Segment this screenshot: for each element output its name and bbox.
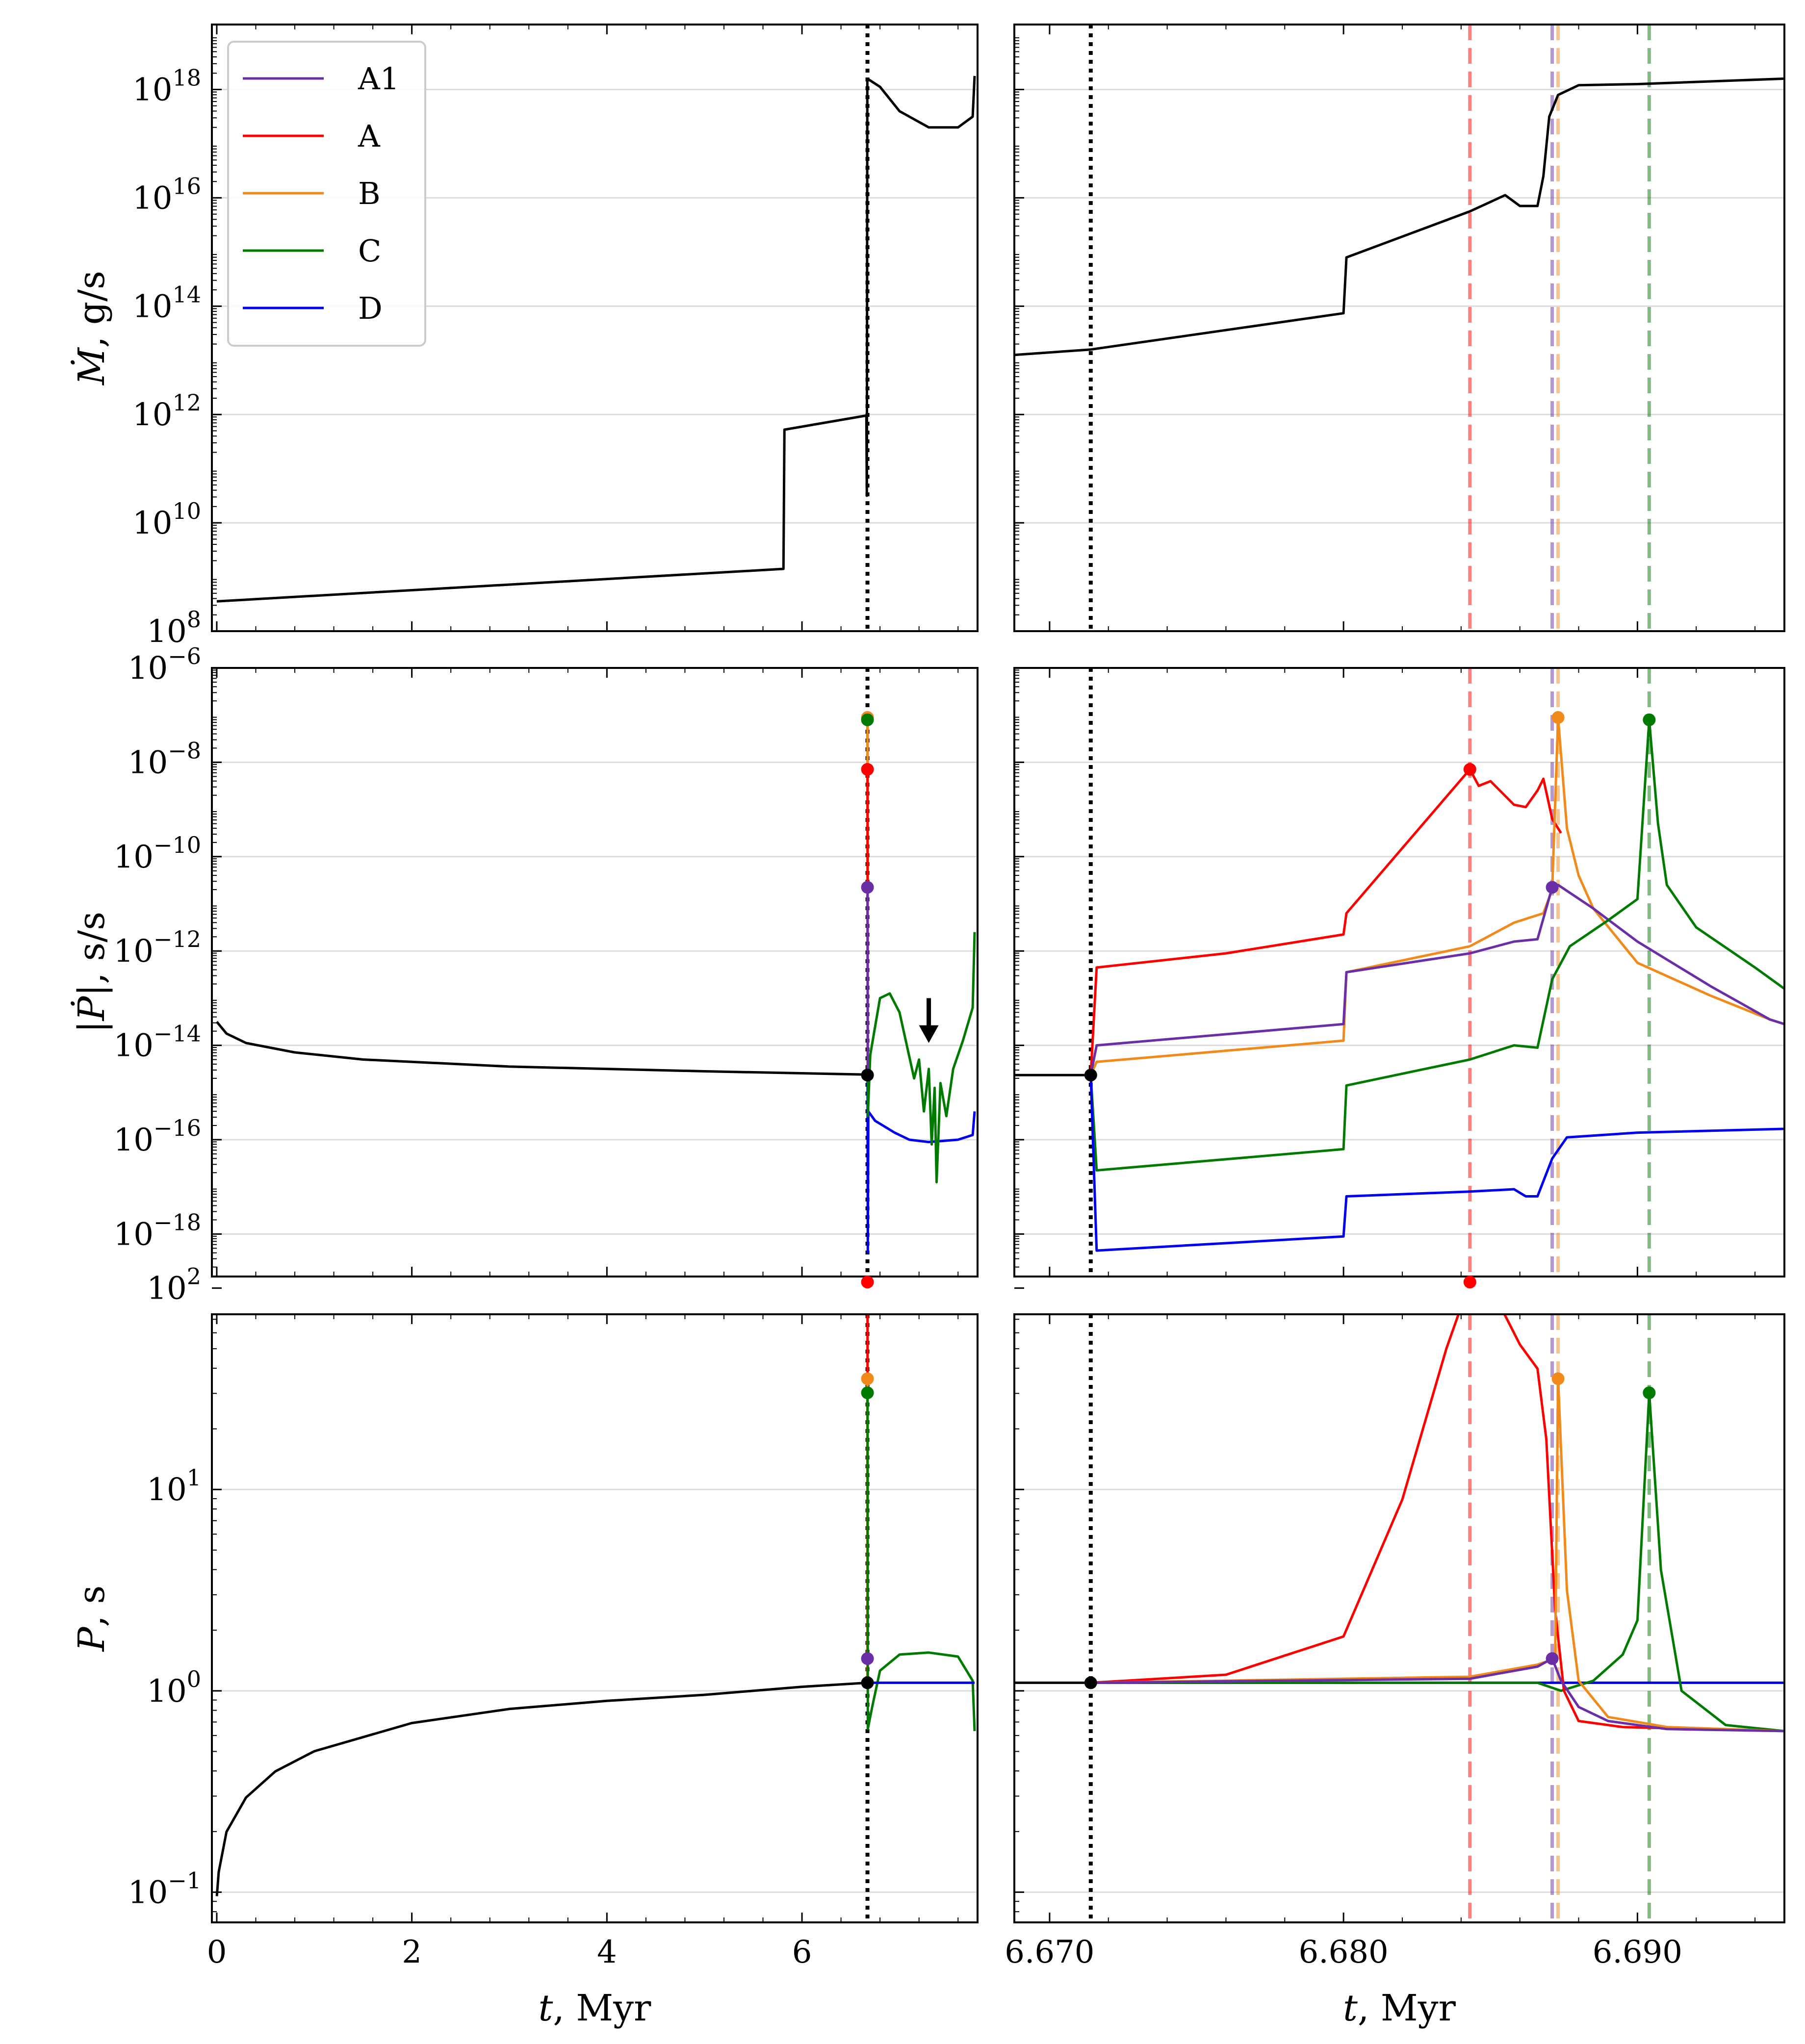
- y-axis-label-pdot: |Ṗ|, s/s: [70, 912, 113, 1033]
- y-tick-label: 100: [147, 1666, 201, 1710]
- series-line-A: [1090, 1314, 1784, 1733]
- marker-point-A: [861, 763, 874, 776]
- x-tick-label: 6: [792, 1934, 812, 1970]
- marker-point-main: [1084, 1069, 1097, 1082]
- axes-frame: [1013, 24, 1785, 632]
- y-tick-label: 1012: [132, 389, 201, 433]
- marker-point-main: [861, 1676, 874, 1689]
- series-line-main: [215, 1681, 868, 1896]
- x-axis-label-right: t, Myr: [1343, 1987, 1456, 2029]
- marker-point-B: [1551, 1372, 1565, 1385]
- series-line-C: [1089, 718, 1784, 1172]
- marker-point-A1: [861, 881, 874, 894]
- y-axis-label-p: P, s: [71, 1585, 113, 1653]
- plot-area: [216, 25, 976, 631]
- series-line-main: [215, 1021, 868, 1076]
- marker-point-main: [861, 1069, 874, 1082]
- axes-frame: [211, 667, 979, 1278]
- plot-area: [215, 668, 976, 1277]
- marker-point-A1: [1546, 1652, 1559, 1665]
- series-line-C: [866, 1393, 976, 1731]
- panel-mdot-right: [1013, 24, 1785, 632]
- x-tick-label: 4: [597, 1934, 617, 1970]
- series-line-B: [1089, 716, 1784, 1076]
- legend-label-B: B: [358, 176, 381, 211]
- series-line-D: [1089, 1075, 1784, 1252]
- marker-point-C: [1643, 713, 1656, 726]
- y-tick-label: 1010: [132, 498, 201, 541]
- y-tick-label: 101: [147, 1464, 201, 1508]
- plot-area: [215, 1314, 976, 1922]
- legend-label-D: D: [358, 290, 383, 326]
- x-tick-label: 6.680: [1299, 1934, 1389, 1970]
- series-line-A: [1089, 768, 1562, 1075]
- y-tick-label: 10−18: [113, 1209, 201, 1252]
- y-tick-label: 108: [147, 606, 201, 650]
- series-line-main: [216, 76, 976, 603]
- x-axis-label-left: t, Myr: [539, 1987, 651, 2029]
- y-tick-label: 10−1: [128, 1867, 201, 1911]
- y-tick-label: 10−12: [113, 926, 201, 970]
- legend-box: [227, 41, 426, 347]
- series-line-C: [866, 719, 976, 1184]
- axes-frame: [211, 24, 979, 632]
- y-axis-label-mdot: Ṁ, g/s: [70, 271, 113, 386]
- series-line-D: [866, 1074, 976, 1254]
- marker-point-main: [1084, 1676, 1097, 1689]
- x-tick-label: 0: [207, 1934, 227, 1970]
- plot-area: [1014, 25, 1784, 631]
- axes-frame: [1013, 1313, 1785, 1923]
- y-tick-label: 10−6: [128, 643, 201, 687]
- plot-area: [1014, 668, 1784, 1277]
- annotation-arrow-head: [919, 1025, 939, 1043]
- x-tick-label: 2: [402, 1934, 422, 1970]
- series-line-main: [1014, 77, 1784, 357]
- axes-frame: [1013, 667, 1785, 1278]
- marker-point-B: [861, 1372, 874, 1385]
- panel-p-left: 10−1 100 101 102 0 2 4 6 P, s t, Myr: [71, 1263, 979, 2029]
- marker-point-A: [1463, 1276, 1476, 1289]
- panel-mdot-left: 108 1010 1012 1014 1016 1018 Ṁ, g/s: [70, 24, 979, 650]
- marker-point-A1: [861, 1652, 874, 1665]
- marker-point-C: [1643, 1386, 1656, 1400]
- y-tick-label: 1014: [132, 281, 201, 325]
- series-line-A1: [1089, 884, 1784, 1075]
- legend-label-C: C: [358, 233, 381, 269]
- marker-point-A: [861, 1276, 874, 1289]
- panel-pdot-left: 10−18 10−16 10−14 10−12 10−10 10−8 10−6 |Ṗ|, s/…: [70, 643, 979, 1278]
- y-tick-label: 102: [147, 1263, 201, 1307]
- axes-frame: [211, 1313, 979, 1923]
- marker-point-A: [1463, 763, 1476, 776]
- panel-p-right: 6.670 6.680 6.690 t, Myr: [1005, 1276, 1785, 2029]
- y-tick-label: 1016: [132, 173, 201, 216]
- y-tick-label: 10−8: [128, 737, 201, 781]
- x-tick-label: 6.690: [1593, 1934, 1682, 1970]
- marker-point-C: [861, 1386, 874, 1400]
- plot-area: [1014, 1314, 1784, 1922]
- marker-point-C: [861, 713, 874, 726]
- y-tick-label: 1018: [132, 65, 201, 108]
- y-tick-label: 10−10: [113, 832, 201, 875]
- y-tick-label: 10−14: [113, 1021, 201, 1064]
- series-line-A1: [1090, 1657, 1784, 1733]
- series-line-B: [1090, 1377, 1784, 1733]
- y-tick-label: 10−16: [113, 1115, 201, 1158]
- marker-point-B: [1551, 711, 1565, 724]
- legend-label-A1: A1: [358, 61, 399, 97]
- series-line-C: [1090, 1391, 1784, 1733]
- x-tick-label: 6.670: [1005, 1934, 1094, 1970]
- legend-label-A: A: [358, 118, 381, 154]
- panel-pdot-right: [1013, 667, 1785, 1278]
- marker-point-A1: [1546, 881, 1559, 894]
